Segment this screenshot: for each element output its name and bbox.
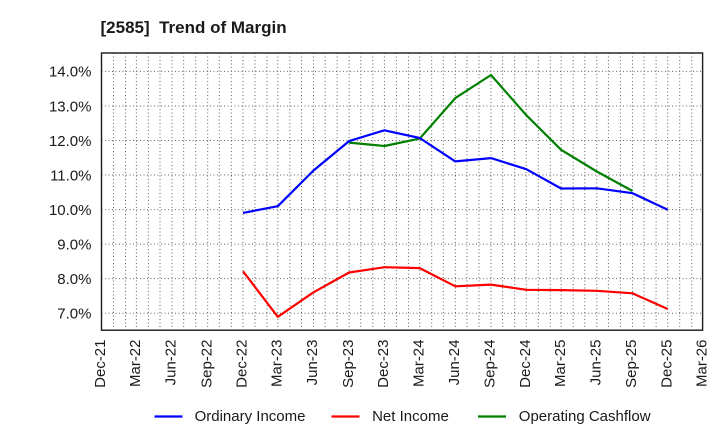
svg-text:Mar-26: Mar-26 xyxy=(693,340,710,388)
svg-text:12.0%: 12.0% xyxy=(49,133,92,150)
svg-text:Net Income: Net Income xyxy=(372,408,449,425)
svg-text:Mar-25: Mar-25 xyxy=(552,340,569,388)
svg-text:Dec-22: Dec-22 xyxy=(234,340,251,388)
svg-text:Sep-25: Sep-25 xyxy=(623,340,640,388)
svg-text:Dec-23: Dec-23 xyxy=(375,340,392,388)
svg-text:8.0%: 8.0% xyxy=(57,271,91,288)
svg-text:Jun-22: Jun-22 xyxy=(163,340,180,386)
svg-text:Operating Cashflow: Operating Cashflow xyxy=(519,408,651,425)
svg-text:Mar-22: Mar-22 xyxy=(127,340,144,388)
svg-text:Mar-23: Mar-23 xyxy=(269,340,286,388)
svg-text:Jun-24: Jun-24 xyxy=(446,340,463,386)
svg-text:13.0%: 13.0% xyxy=(49,98,92,115)
svg-text:Jun-23: Jun-23 xyxy=(304,340,321,386)
svg-text:Mar-24: Mar-24 xyxy=(410,340,427,388)
svg-text:Ordinary Income: Ordinary Income xyxy=(195,408,306,425)
svg-text:Sep-24: Sep-24 xyxy=(482,340,499,388)
svg-text:10.0%: 10.0% xyxy=(49,202,92,219)
svg-text:Sep-22: Sep-22 xyxy=(198,340,215,388)
svg-text:Sep-23: Sep-23 xyxy=(340,340,357,388)
svg-text:7.0%: 7.0% xyxy=(57,306,91,323)
svg-text:11.0%: 11.0% xyxy=(50,167,91,184)
svg-text:Dec-25: Dec-25 xyxy=(658,340,675,388)
svg-text:[2585] Trend of Margin: [2585] Trend of Margin xyxy=(101,18,287,37)
svg-text:Jun-25: Jun-25 xyxy=(588,340,605,386)
svg-text:Dec-24: Dec-24 xyxy=(517,340,534,388)
svg-text:9.0%: 9.0% xyxy=(57,236,91,253)
svg-text:14.0%: 14.0% xyxy=(49,64,92,81)
svg-text:Dec-21: Dec-21 xyxy=(92,340,109,388)
